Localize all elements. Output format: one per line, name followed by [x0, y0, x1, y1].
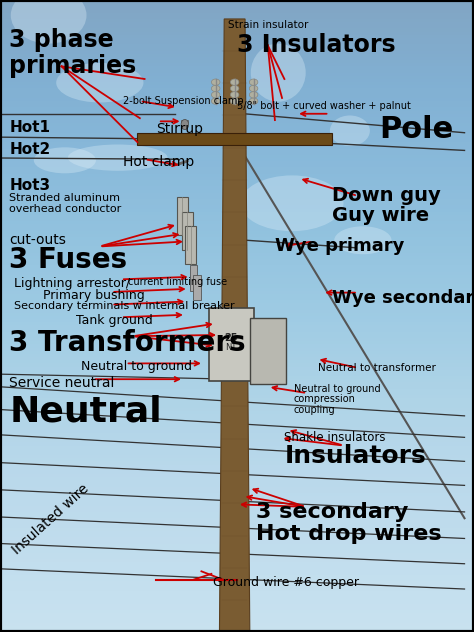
Bar: [182, 212, 193, 250]
Text: Shakle insulators: Shakle insulators: [284, 431, 386, 444]
Ellipse shape: [210, 99, 261, 147]
Text: Neutral to ground: Neutral to ground: [81, 360, 191, 374]
Text: 5/8" bolt + curved washer + palnut: 5/8" bolt + curved washer + palnut: [237, 101, 411, 111]
Ellipse shape: [230, 92, 239, 98]
Text: Tank ground: Tank ground: [76, 314, 153, 327]
Bar: [209, 308, 254, 380]
Ellipse shape: [230, 98, 239, 104]
Ellipse shape: [78, 228, 124, 257]
Bar: [250, 318, 285, 384]
Ellipse shape: [211, 98, 220, 104]
Ellipse shape: [87, 269, 185, 299]
Text: Primary bushing: Primary bushing: [43, 289, 145, 302]
Text: 25: 25: [225, 333, 238, 343]
Ellipse shape: [255, 7, 355, 39]
Text: cut-outs: cut-outs: [9, 233, 66, 246]
Text: Neutral to transformer: Neutral to transformer: [318, 363, 436, 374]
Text: Stranded aluminum
overhead conductor: Stranded aluminum overhead conductor: [9, 193, 122, 214]
Ellipse shape: [165, 135, 268, 188]
Text: 3 Fuses: 3 Fuses: [9, 246, 128, 274]
Ellipse shape: [226, 0, 271, 52]
Bar: [137, 133, 332, 145]
Ellipse shape: [211, 79, 220, 85]
Text: Stirrup: Stirrup: [156, 122, 203, 136]
Text: Wye primary: Wye primary: [275, 237, 404, 255]
Text: Pole: Pole: [379, 115, 454, 144]
Text: Hot clamp: Hot clamp: [123, 155, 194, 169]
Ellipse shape: [249, 85, 258, 92]
Text: 3 secondary
Hot drop wires: 3 secondary Hot drop wires: [256, 502, 442, 544]
Bar: [177, 197, 188, 235]
Text: NT: NT: [226, 343, 237, 352]
Ellipse shape: [211, 92, 220, 98]
Text: Neutral: Neutral: [9, 395, 162, 429]
Ellipse shape: [249, 92, 258, 98]
Ellipse shape: [182, 202, 232, 256]
Text: Hot3: Hot3: [9, 178, 51, 193]
Text: Service neutral: Service neutral: [9, 376, 115, 390]
Text: 3 phase
primaries: 3 phase primaries: [9, 28, 137, 78]
Text: Insulators: Insulators: [284, 444, 426, 468]
Text: 3 Transformers: 3 Transformers: [9, 329, 246, 356]
Ellipse shape: [211, 85, 220, 92]
Text: Ground wire #6 copper: Ground wire #6 copper: [213, 576, 359, 590]
Text: 2-bolt Suspension clamp: 2-bolt Suspension clamp: [123, 96, 244, 106]
Ellipse shape: [230, 85, 239, 92]
Polygon shape: [219, 19, 250, 632]
Bar: [190, 265, 197, 291]
Ellipse shape: [297, 213, 343, 264]
Bar: [185, 226, 196, 264]
Text: Lightning arrestor/: Lightning arrestor/: [14, 277, 130, 290]
Circle shape: [181, 119, 189, 130]
Text: Down guy
Guy wire: Down guy Guy wire: [332, 186, 440, 226]
Text: Neutral to ground
compression
coupling: Neutral to ground compression coupling: [294, 384, 381, 415]
Ellipse shape: [249, 79, 258, 85]
Text: Strain insulator: Strain insulator: [228, 20, 308, 30]
Ellipse shape: [249, 98, 258, 104]
Bar: [193, 275, 201, 300]
Text: Insulated wire: Insulated wire: [9, 482, 91, 557]
Text: Hot2: Hot2: [9, 142, 51, 157]
Ellipse shape: [230, 79, 239, 85]
Text: 3 Insulators: 3 Insulators: [237, 33, 396, 57]
Text: current limiting fuse: current limiting fuse: [128, 277, 227, 287]
Text: Secondary terminals w internal breaker: Secondary terminals w internal breaker: [14, 301, 235, 312]
Text: Wye secondary: Wye secondary: [332, 289, 474, 307]
Text: Hot1: Hot1: [9, 120, 50, 135]
